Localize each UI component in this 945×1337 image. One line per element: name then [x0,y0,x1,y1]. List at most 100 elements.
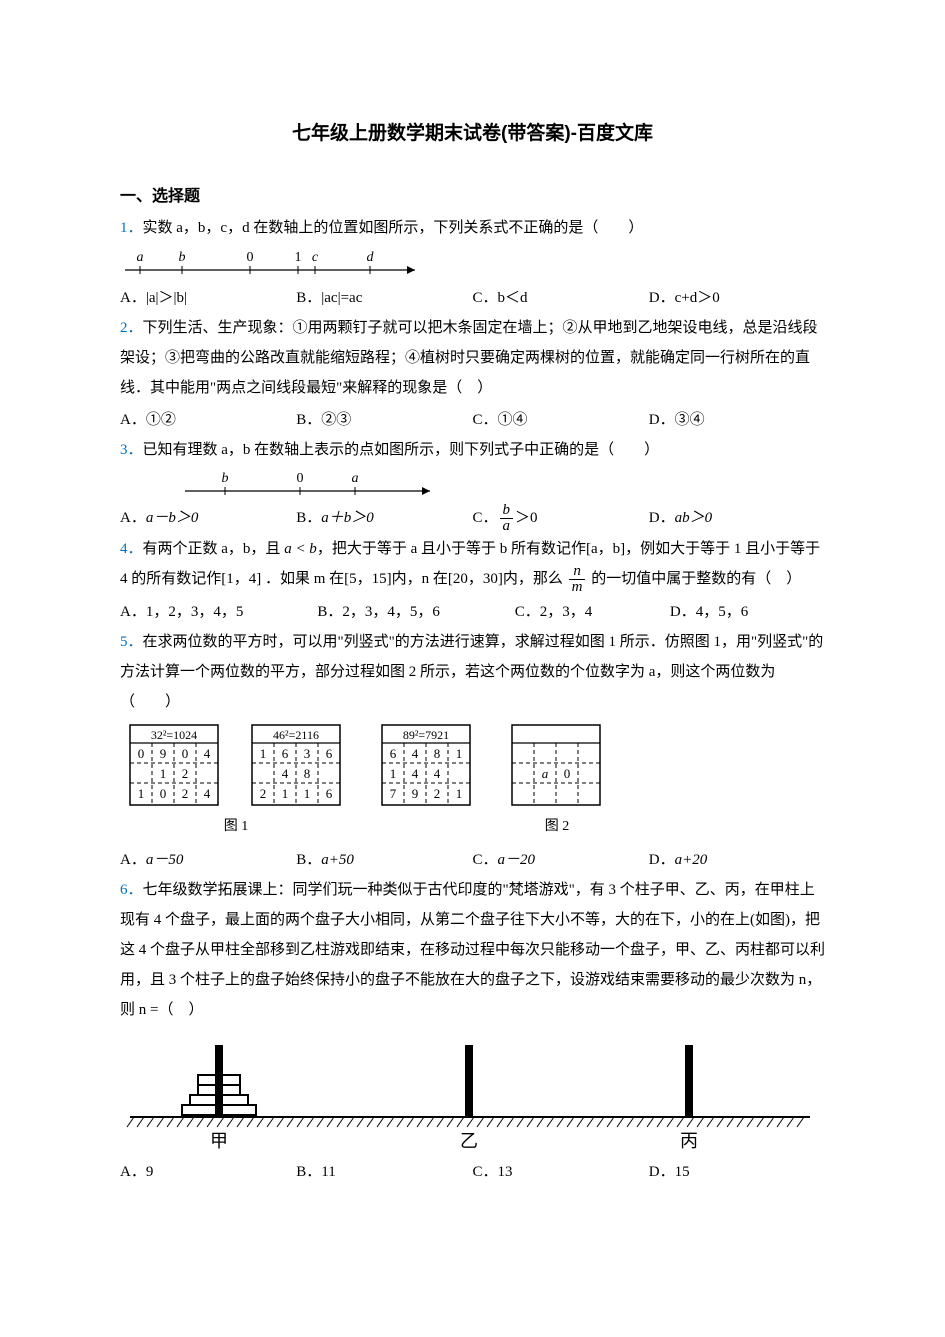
q4-opt-c: C．2，3，4 [515,597,670,627]
svg-text:9: 9 [412,786,419,801]
q2-opt-d: D．③④ [649,405,825,435]
q6-tower-figure: 甲 乙 丙 [120,1027,820,1157]
q4-number: 4． [120,541,143,557]
svg-text:4: 4 [434,766,441,781]
q4-text-a: 有两个正数 a，b，且 [143,541,285,557]
q5-b-p: B． [296,852,321,868]
q6-opt-b: B．11 [296,1157,472,1187]
q2-number: 2． [120,320,143,336]
svg-text:1: 1 [304,786,311,801]
svg-text:0: 0 [247,250,254,265]
q5-opt-b: B．a+50 [296,845,472,875]
svg-text:1: 1 [456,746,463,761]
q2-opt-b: B．②③ [296,405,472,435]
q1-text: 实数 a，b，c，d 在数轴上的位置如图所示，下列关系式不正确的是（ ） [143,220,644,236]
q3-d-prefix: D． [649,510,675,526]
svg-text:8: 8 [304,766,311,781]
q1-opt-b: B．|ac|=ac [296,283,472,313]
q5-fig2-caption: 图 2 [502,813,612,841]
q6-label-yi: 乙 [460,1131,478,1151]
q5-a-b: a－50 [146,852,184,868]
q5-table1: 32²=10240904121024 [120,721,230,811]
q5-d-p: D． [649,852,675,868]
svg-text:1: 1 [160,766,167,781]
svg-text:9: 9 [160,746,167,761]
q5-opt-d: D．a+20 [649,845,825,875]
q5-fig2-group: a0 图 2 [502,721,612,841]
svg-text:0: 0 [297,471,304,486]
q3-d-body: ab＞0 [675,510,713,526]
svg-text:c: c [312,250,319,265]
svg-text:2: 2 [182,766,189,781]
svg-text:2: 2 [260,786,267,801]
svg-text:4: 4 [412,746,419,761]
svg-text:1: 1 [138,786,145,801]
svg-text:1: 1 [390,766,397,781]
q5-c-p: C． [473,852,498,868]
q5-text: 在求两位数的平方时，可以用"列竖式"的方法进行速算，求解过程如图 1 所示．仿照… [120,634,823,710]
q3-b-body: a＋b＞0 [321,510,374,526]
q6-opt-d: D．15 [649,1157,825,1187]
q1-opt-d: D．c+d＞0 [649,283,825,313]
q2-text: 下列生活、生产现象：①用两颗钉子就可以把木条固定在墙上；②从甲地到乙地架设电线，… [120,320,818,396]
q5-figures: 32²=10240904121024 46²=21161636482116 图 … [120,721,825,841]
q5-fig1-caption: 图 1 [120,813,352,841]
q4-ineq: a < b [284,541,317,557]
svg-text:4: 4 [282,766,289,781]
q3-numberline: b 0 a [180,467,445,503]
page-title: 七年级上册数学期末试卷(带答案)-百度文库 [120,115,825,153]
q5-table4: a0 [502,721,612,811]
q5-d-b: a+20 [675,852,708,868]
q1-options: A．|a|＞|b| B．|ac|=ac C．b＜d D．c+d＞0 [120,283,825,313]
q1-numberline: a b 0 1 c d [120,245,430,283]
q6-number: 6． [120,882,143,898]
svg-text:1: 1 [295,250,302,265]
q3-opt-c: C．ba＞0 [473,503,649,534]
q2-options: A．①② B．②③ C．①④ D．③④ [120,405,825,435]
q3-number: 3． [120,442,143,458]
q6-opt-a: A．9 [120,1157,296,1187]
svg-text:46²=2116: 46²=2116 [273,728,319,742]
svg-text:4: 4 [204,786,211,801]
q5-table2: 46²=21161636482116 [242,721,352,811]
q6-label-bing: 丙 [680,1131,698,1151]
svg-text:6: 6 [326,786,333,801]
q3-opt-d: D．ab＞0 [649,503,825,534]
q3-c-gt: ＞0 [515,510,538,526]
svg-text:a: a [542,766,549,781]
q5-a-p: A． [120,852,146,868]
svg-text:8: 8 [434,746,441,761]
q3-a-prefix: A． [120,510,146,526]
q3-c-frac: ba [500,503,514,534]
q5-opt-c: C．a－20 [473,845,649,875]
svg-text:1: 1 [282,786,289,801]
q1-number: 1． [120,220,143,236]
svg-text:7: 7 [390,786,397,801]
q2-opt-a: A．①② [120,405,296,435]
svg-text:1: 1 [260,746,267,761]
page-root: 七年级上册数学期末试卷(带答案)-百度文库 一、选择题 1．实数 a，b，c，d… [0,0,945,1247]
q3-opt-b: B．a＋b＞0 [296,503,472,534]
svg-text:3: 3 [304,746,311,761]
question-3: 3．已知有理数 a，b 在数轴上表示的点如图所示，则下列式子中正确的是（ ） [120,435,825,465]
q3-b-prefix: B． [296,510,321,526]
q5-number: 5． [120,634,143,650]
q5-options: A．a－50 B．a+50 C．a－20 D．a+20 [120,845,825,875]
svg-text:0: 0 [138,746,145,761]
svg-text:b: b [222,471,229,486]
q4-options: A．1，2，3，4，5 B．2，3，4，5，6 C．2，3，4 D．4，5，6 [120,597,825,627]
svg-text:0: 0 [564,766,571,781]
svg-text:b: b [179,250,186,265]
question-4: 4．有两个正数 a，b，且 a < b，把大于等于 a 且小于等于 b 所有数记… [120,534,825,595]
svg-text:2: 2 [434,786,441,801]
svg-text:2: 2 [182,786,189,801]
q4-frac: nm [569,564,586,595]
q5-fig1b: 89²=792164811447921 [372,721,482,811]
q5-b-b: a+50 [321,852,354,868]
svg-text:1: 1 [456,786,463,801]
question-2: 2．下列生活、生产现象：①用两颗钉子就可以把木条固定在墙上；②从甲地到乙地架设电… [120,313,825,403]
svg-text:4: 4 [204,746,211,761]
svg-text:32²=1024: 32²=1024 [151,728,197,742]
q6-text: 七年级数学拓展课上：同学们玩一种类似于古代印度的"梵塔游戏"，有 3 个柱子甲、… [120,882,825,1018]
svg-text:a: a [352,471,359,486]
